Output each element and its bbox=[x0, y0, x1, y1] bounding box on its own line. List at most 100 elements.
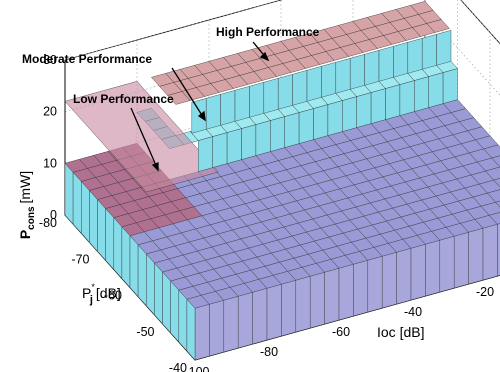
arrowhead-high-performance bbox=[259, 51, 270, 62]
surface-patch bbox=[491, 155, 500, 168]
surface-riser-high bbox=[393, 42, 408, 78]
grid-line-z bbox=[64, 0, 500, 61]
surface-patch bbox=[483, 144, 500, 159]
z-tick-label: 10 bbox=[43, 156, 57, 170]
surface-left-high bbox=[64, 81, 219, 193]
surface-patch bbox=[487, 189, 500, 203]
surface-left-face bbox=[137, 244, 147, 307]
surface-front-face bbox=[338, 264, 354, 321]
surface-plot bbox=[64, 1, 500, 361]
surface-front-face bbox=[454, 232, 469, 289]
surface-front-face bbox=[482, 224, 498, 281]
surface-front-face bbox=[382, 252, 397, 309]
x-tick-label: -40 bbox=[404, 305, 422, 319]
surface-left-face bbox=[162, 271, 171, 334]
surface-front-face bbox=[209, 300, 225, 357]
surface-patch bbox=[480, 201, 500, 216]
surface-front-face bbox=[425, 240, 440, 297]
surface-front-face bbox=[252, 288, 268, 345]
y-axis-label: P* j [dB] bbox=[82, 282, 121, 306]
arrow-low-performance bbox=[130, 107, 159, 171]
surface-left-face bbox=[64, 162, 74, 225]
surface-patch bbox=[426, 19, 450, 33]
surface-front-face bbox=[223, 296, 239, 353]
surface-patch bbox=[485, 166, 500, 181]
y-axis-label-sup: * bbox=[91, 282, 95, 292]
y-axis-label-unit: [dB] bbox=[96, 285, 121, 301]
z-tick-label: 30 bbox=[43, 53, 57, 67]
surface-front-face bbox=[295, 276, 311, 333]
svg-text:P*j[dB]: P* j [dB] bbox=[82, 282, 121, 306]
surface-patch bbox=[477, 157, 500, 172]
x-tick-label: -60 bbox=[332, 325, 350, 339]
surface-riser-moderate bbox=[255, 120, 271, 156]
y-tick-label: -60 bbox=[104, 289, 122, 303]
svg-text:Pcons[mW]: Pcons [mW] bbox=[17, 171, 37, 239]
surface-front-face bbox=[353, 260, 368, 317]
surface-riser-moderate bbox=[327, 100, 343, 136]
surface-riser-moderate bbox=[399, 80, 415, 116]
surface-front-face bbox=[237, 292, 253, 349]
surface-riser-high bbox=[278, 74, 293, 110]
surface-riser-high bbox=[263, 78, 279, 114]
surface-riser-moderate bbox=[241, 124, 257, 160]
z-axis-label-sub: cons bbox=[26, 206, 37, 230]
x-axis-label: Ioc [dB] bbox=[377, 324, 424, 340]
surface-left-face bbox=[154, 262, 163, 325]
surface-left-face bbox=[72, 171, 82, 234]
surface-riser-high bbox=[321, 62, 336, 98]
arrow-moderate-performance bbox=[171, 67, 206, 121]
surface-left-face bbox=[105, 208, 115, 270]
x-tick-label: -80 bbox=[260, 345, 278, 359]
surface-riser-high bbox=[436, 30, 452, 66]
surface-riser-moderate bbox=[414, 76, 429, 112]
surface-riser-moderate bbox=[370, 88, 386, 124]
surface-front-face bbox=[468, 228, 484, 285]
y-axis-label-sub: j bbox=[89, 294, 93, 306]
surface-riser-moderate bbox=[198, 136, 213, 172]
surface-left-face bbox=[97, 199, 106, 261]
surface-front-face bbox=[497, 223, 500, 277]
surface-left-face bbox=[81, 180, 90, 243]
surface-left-face bbox=[186, 298, 196, 361]
surface-patch bbox=[478, 179, 500, 194]
y-tick-label: -80 bbox=[39, 216, 57, 230]
surface-patch bbox=[495, 200, 500, 208]
annotation-low-performance: Low Performance bbox=[73, 92, 174, 106]
surface-riser-moderate bbox=[298, 108, 314, 144]
surface-riser-moderate bbox=[385, 84, 401, 120]
y-tick-label: -70 bbox=[71, 252, 89, 266]
surface-riser-moderate bbox=[313, 104, 329, 140]
y-tick-label: -40 bbox=[169, 361, 187, 372]
surface-riser-high bbox=[205, 94, 221, 130]
x-tick-label: -100 bbox=[184, 365, 209, 372]
x-tick-label: -20 bbox=[476, 285, 494, 299]
surface-front-face bbox=[324, 268, 340, 325]
annotation-moderate-performance: Moderate Performance bbox=[22, 52, 152, 66]
surface-riser-moderate bbox=[428, 72, 444, 108]
surface-front-face bbox=[396, 248, 412, 305]
y-tick-label: -50 bbox=[136, 325, 154, 339]
arrowhead-low-performance bbox=[151, 162, 159, 172]
surface-left-face bbox=[113, 217, 123, 279]
surface-patch bbox=[493, 178, 500, 188]
grid-line-z bbox=[64, 62, 500, 164]
surface-front-face bbox=[281, 280, 296, 337]
surface-riser-moderate bbox=[226, 128, 242, 164]
surface-front-face bbox=[266, 284, 282, 341]
surface-riser-high bbox=[364, 50, 380, 86]
surface-riser-high bbox=[378, 46, 394, 82]
surface-riser-high bbox=[220, 90, 236, 126]
surface-left-face bbox=[146, 253, 155, 316]
arrowhead-moderate-performance bbox=[197, 110, 206, 122]
surface-front-face bbox=[367, 256, 383, 313]
z-axis-label-unit: [mW] bbox=[17, 171, 33, 204]
surface-front-face bbox=[194, 304, 210, 361]
surface-left-face bbox=[129, 235, 139, 298]
surface-riser-high bbox=[422, 34, 437, 70]
surface-riser-moderate bbox=[342, 96, 357, 132]
surface-riser-moderate bbox=[284, 112, 300, 148]
